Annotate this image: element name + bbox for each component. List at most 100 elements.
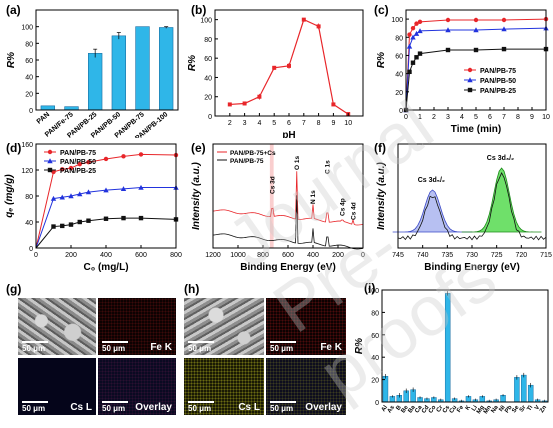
peak-label: C 1s — [324, 160, 331, 174]
data-point — [407, 69, 412, 75]
x-tick-label: V — [534, 405, 541, 412]
x-tick-label: Cs — [442, 404, 452, 414]
y-tick-label: 0 — [399, 108, 403, 115]
x-tick-label: 200 — [65, 252, 77, 259]
x-tick-label: 7 — [302, 120, 306, 127]
panel-label-c: (c) — [374, 3, 389, 17]
legend-label: PAN/PB-25 — [60, 168, 96, 175]
peak-label: Cs 4d — [350, 202, 357, 220]
data-point — [473, 27, 479, 33]
data-point — [77, 191, 83, 197]
eds-map-cs-g: 50 μm Cs L — [18, 358, 96, 415]
x-tick-label: 1000 — [230, 252, 246, 259]
scale-label: 50 μm — [188, 344, 212, 353]
data-point — [121, 215, 126, 221]
data-point — [407, 32, 412, 37]
data-point — [467, 77, 473, 83]
data-point — [86, 160, 91, 165]
data-point — [77, 161, 82, 167]
data-point — [414, 55, 419, 60]
y-tick-label: 120 — [21, 168, 33, 175]
data-point — [103, 156, 109, 162]
data-point — [501, 17, 507, 23]
x-tick-label: 9 — [331, 120, 335, 127]
data-point — [417, 51, 423, 56]
y-axis-label: R% — [354, 338, 365, 354]
y-tick-label: 40 — [371, 355, 379, 362]
data-point — [272, 65, 277, 70]
peak-label: Cs 3d₃/₂ — [487, 155, 514, 162]
y-tick-label: 80 — [25, 194, 33, 201]
data-point — [501, 46, 507, 52]
y-axis-label: Intensity (a.u.) — [376, 161, 387, 229]
y-tick-label: 160 — [21, 142, 33, 149]
micrograph-panel-h: (h) 50 μm 50 μm Fe K 50 μm Cs L 50 μm Ov… — [178, 280, 348, 428]
scale-bar — [102, 401, 128, 403]
x-tick-label: 735 — [441, 252, 453, 259]
x-tick-label: 400 — [307, 252, 319, 259]
bar — [527, 384, 534, 403]
x-tick-label: Mn — [483, 404, 493, 415]
data-point — [85, 189, 92, 195]
x-axis-label: Binding Energy (eV) — [240, 262, 336, 273]
chart-d: (d) PAN/PB-75 PAN/PB-50 PAN/PB-25 0 40 80 120 1… — [4, 141, 182, 273]
peak-cs3d52 — [392, 189, 473, 233]
y-tick-label: 80 — [204, 37, 212, 44]
x-tick-label: As — [387, 404, 397, 414]
x-tick-label: 1 — [418, 114, 422, 121]
x-tick-label: 10 — [344, 120, 352, 127]
x-tick-label: 8 — [516, 114, 520, 121]
data-point — [138, 152, 144, 157]
series-line — [35, 217, 177, 249]
data-point — [410, 25, 416, 31]
scale-label: 50 μm — [22, 344, 46, 353]
x-tick-label: Sr — [519, 404, 528, 413]
data-point — [103, 187, 109, 193]
y-tick-label: 60 — [395, 53, 403, 60]
panel-label-e: (e) — [191, 141, 206, 155]
plot-frame — [405, 9, 547, 111]
x-tick-label: K — [465, 404, 473, 412]
scale-label: 50 μm — [102, 404, 126, 413]
panel-label-f: (f) — [374, 141, 386, 155]
x-tick-label: Co — [428, 404, 438, 414]
data-point — [51, 224, 56, 229]
peak-cs3d32 — [461, 167, 542, 233]
data-point — [138, 215, 144, 221]
scale-bar — [270, 341, 296, 343]
y-tick-label: 80 — [371, 310, 379, 317]
x-tick-label: 800 — [170, 252, 182, 259]
peak-label: Cs 4p — [339, 198, 346, 216]
y-axis-label: R% — [187, 55, 198, 71]
legend-label: PAN/PB-50 — [60, 159, 96, 166]
x-tick-label: 0 — [361, 252, 365, 259]
bar — [521, 374, 527, 403]
data-point — [473, 17, 479, 23]
x-tick-label: 2 — [432, 114, 436, 121]
y-tick-label: 40 — [204, 75, 212, 82]
element-label: Overlay — [305, 402, 342, 413]
data-point — [417, 19, 423, 25]
x-tick-label: Na — [490, 404, 500, 414]
data-point — [103, 216, 109, 221]
data-point — [68, 193, 74, 199]
y-tick-label: 100 — [21, 25, 33, 32]
data-point — [331, 102, 336, 107]
scale-bar — [188, 401, 214, 403]
x-tick-label: Li — [471, 404, 479, 412]
bar — [111, 35, 126, 111]
x-tick-label: 400 — [100, 252, 112, 259]
x-tick-label: 3 — [243, 120, 247, 127]
element-label: Cs L — [238, 402, 260, 413]
data-point — [413, 30, 420, 36]
y-tick-label: 100 — [391, 17, 403, 24]
bar — [159, 27, 174, 111]
x-tick-label: 600 — [135, 252, 147, 259]
bar — [514, 377, 520, 403]
panel-label-d: (d) — [6, 141, 21, 155]
x-tick-label: Mg — [476, 404, 486, 415]
series-line — [35, 187, 176, 249]
x-tick-label: 5 — [272, 120, 276, 127]
x-tick-label: 10 — [542, 114, 550, 121]
x-tick-label: 5 — [474, 114, 478, 121]
